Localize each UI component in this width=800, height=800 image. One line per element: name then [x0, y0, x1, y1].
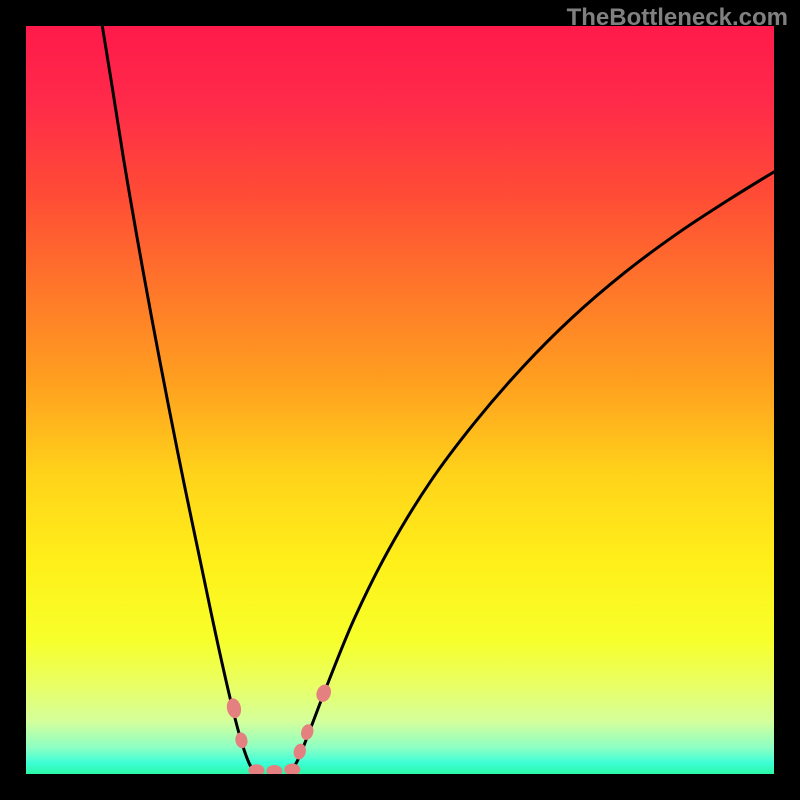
- plot-background: [26, 26, 774, 774]
- chart-container: TheBottleneck.com: [0, 0, 800, 800]
- marker-point: [284, 764, 300, 776]
- bottleneck-curve-chart: [0, 0, 800, 800]
